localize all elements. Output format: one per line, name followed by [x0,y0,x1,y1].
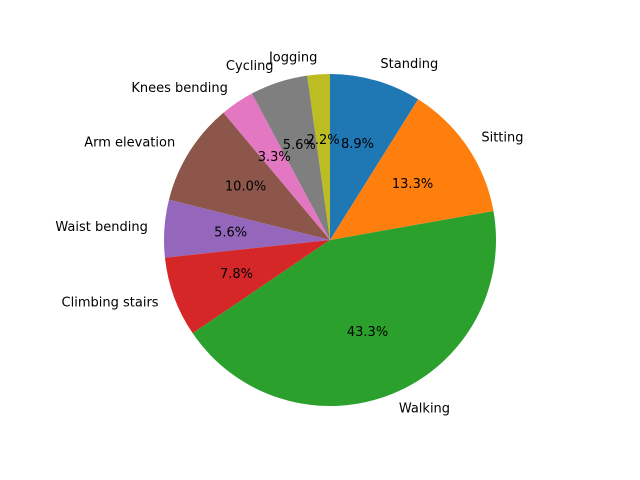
label-sitting: Sitting [481,130,523,145]
slice-standing [330,74,419,240]
pct-arm-elevation: 10.0% [225,180,266,195]
label-knees-bending: Knees bending [131,81,228,96]
pct-jogging: 2.2% [307,133,340,148]
slice-cycling [251,75,330,240]
label-waist-bending: Waist bending [55,220,147,235]
slice-arm-elevation [168,112,330,240]
pct-climbing-stairs: 7.8% [220,267,253,282]
percent-labels: 2.2%5.6%3.3%10.0%5.6%7.8%43.3%13.3%8.9% [214,133,433,340]
label-jogging: Jogging [268,50,317,65]
slice-walking [192,210,497,406]
pct-walking: 43.3% [347,325,388,340]
slice-climbing-stairs [164,240,330,334]
label-climbing-stairs: Climbing stairs [62,295,159,310]
pct-sitting: 13.3% [392,177,433,192]
label-walking: Walking [399,402,450,417]
slice-jogging [307,74,330,240]
pie-slices [164,74,497,406]
slice-knees-bending [223,93,330,240]
label-arm-elevation: Arm elevation [84,136,175,151]
pct-waist-bending: 5.6% [214,226,247,241]
slice-sitting [330,99,494,240]
label-cycling: Cycling [226,59,274,74]
slice-waist-bending [164,199,330,258]
pct-standing: 8.9% [341,137,374,152]
pct-cycling: 5.6% [283,138,316,153]
pct-knees-bending: 3.3% [258,150,291,165]
label-standing: Standing [380,57,438,72]
